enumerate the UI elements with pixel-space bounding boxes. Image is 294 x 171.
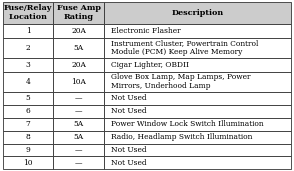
Text: —: — xyxy=(75,107,82,115)
Text: 4: 4 xyxy=(26,78,31,86)
Bar xyxy=(104,156,291,169)
Bar xyxy=(54,58,104,72)
Bar xyxy=(3,38,54,58)
Text: 5A: 5A xyxy=(74,120,83,128)
Text: Radio, Headlamp Switch Illumination: Radio, Headlamp Switch Illumination xyxy=(111,133,253,141)
Text: 3: 3 xyxy=(26,61,31,69)
Text: 9: 9 xyxy=(26,146,31,154)
Bar xyxy=(104,143,291,156)
Bar xyxy=(54,72,104,92)
Text: 10A: 10A xyxy=(71,78,86,86)
Text: 6: 6 xyxy=(26,107,31,115)
Text: Description: Description xyxy=(171,9,223,17)
Text: Fuse Amp
Rating: Fuse Amp Rating xyxy=(56,4,101,21)
Bar xyxy=(3,118,54,131)
Bar xyxy=(54,24,104,38)
Text: 2: 2 xyxy=(26,44,31,52)
Text: 1: 1 xyxy=(26,27,31,35)
Bar xyxy=(3,58,54,72)
Text: Not Used: Not Used xyxy=(111,159,147,167)
Bar xyxy=(104,38,291,58)
Text: 8: 8 xyxy=(26,133,31,141)
Bar xyxy=(3,156,54,169)
Bar xyxy=(3,105,54,118)
Bar xyxy=(3,2,54,24)
Bar xyxy=(104,2,291,24)
Bar xyxy=(54,105,104,118)
Text: Not Used: Not Used xyxy=(111,107,147,115)
Text: 20A: 20A xyxy=(71,61,86,69)
Bar xyxy=(54,2,104,24)
Bar xyxy=(104,105,291,118)
Text: Cigar Lighter, OBDII: Cigar Lighter, OBDII xyxy=(111,61,189,69)
Text: 5: 5 xyxy=(26,94,31,102)
Text: Glove Box Lamp, Map Lamps, Power
Mirrors, Underhood Lamp: Glove Box Lamp, Map Lamps, Power Mirrors… xyxy=(111,73,251,90)
Text: Electronic Flasher: Electronic Flasher xyxy=(111,27,181,35)
Bar xyxy=(54,156,104,169)
Bar xyxy=(54,38,104,58)
Text: 7: 7 xyxy=(26,120,31,128)
Bar xyxy=(104,58,291,72)
Bar xyxy=(104,118,291,131)
Bar xyxy=(54,92,104,105)
Bar xyxy=(104,72,291,92)
Bar xyxy=(54,131,104,143)
Text: 5A: 5A xyxy=(74,133,83,141)
Text: Not Used: Not Used xyxy=(111,146,147,154)
Bar xyxy=(104,92,291,105)
Text: 20A: 20A xyxy=(71,27,86,35)
Bar xyxy=(3,143,54,156)
Bar xyxy=(3,92,54,105)
Text: Power Window Lock Switch Illumination: Power Window Lock Switch Illumination xyxy=(111,120,264,128)
Bar xyxy=(104,131,291,143)
Bar xyxy=(3,131,54,143)
Bar xyxy=(54,118,104,131)
Text: —: — xyxy=(75,159,82,167)
Bar xyxy=(104,24,291,38)
Text: Instrument Cluster, Powertrain Control
Module (PCM) Keep Alive Memory: Instrument Cluster, Powertrain Control M… xyxy=(111,39,259,56)
Bar xyxy=(54,143,104,156)
Text: —: — xyxy=(75,94,82,102)
Text: —: — xyxy=(75,146,82,154)
Text: Fuse/Relay
Location: Fuse/Relay Location xyxy=(4,4,52,21)
Text: 10: 10 xyxy=(24,159,33,167)
Text: Not Used: Not Used xyxy=(111,94,147,102)
Bar xyxy=(3,24,54,38)
Bar xyxy=(3,72,54,92)
Text: 5A: 5A xyxy=(74,44,83,52)
